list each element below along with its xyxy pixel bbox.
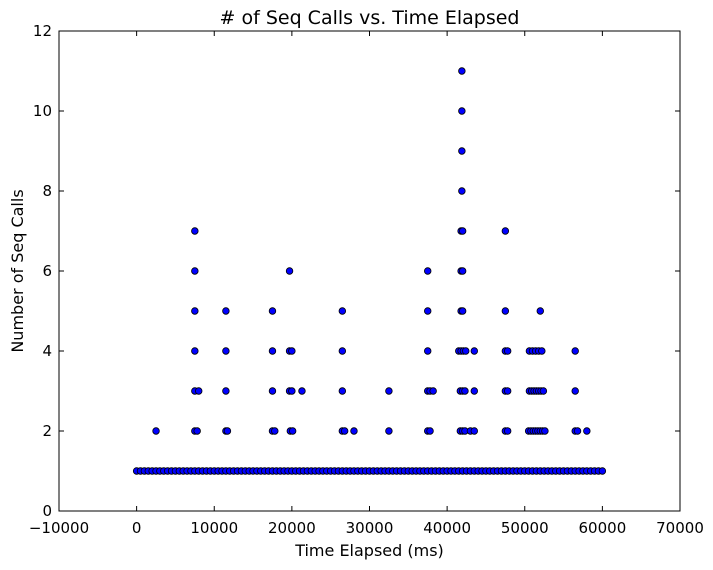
data-point <box>191 227 199 235</box>
data-point <box>350 427 358 435</box>
x-tick-label: 50000 <box>501 519 549 537</box>
data-point <box>195 387 203 395</box>
x-axis-label: Time Elapsed (ms) <box>294 541 444 560</box>
data-point <box>424 347 432 355</box>
data-point <box>583 427 591 435</box>
data-point <box>501 307 510 315</box>
data-point <box>338 307 347 315</box>
data-point <box>191 267 199 275</box>
data-point <box>340 427 349 435</box>
points-layer <box>132 67 607 475</box>
data-point <box>501 227 510 235</box>
data-point <box>288 347 296 355</box>
data-point <box>573 427 582 435</box>
data-point <box>458 187 466 195</box>
data-point <box>458 307 467 315</box>
data-point <box>429 387 437 395</box>
data-point <box>223 427 232 435</box>
data-point <box>298 387 306 395</box>
y-tick-label: 2 <box>42 422 52 440</box>
data-point <box>271 427 279 435</box>
data-point <box>385 387 393 395</box>
x-tick-label: 70000 <box>656 519 704 537</box>
y-axis-label: Number of Seq Calls <box>8 189 27 352</box>
x-tick-label: 0 <box>132 519 142 537</box>
data-point <box>338 347 347 355</box>
data-point <box>571 387 579 395</box>
x-tick-label: 20000 <box>268 519 316 537</box>
y-tick-label: 6 <box>42 262 52 280</box>
data-point <box>285 267 294 275</box>
y-tick-label: 12 <box>33 22 52 40</box>
data-point <box>222 387 230 395</box>
data-point <box>538 347 546 355</box>
data-point <box>541 427 549 435</box>
data-point <box>152 427 160 435</box>
x-tick-label: 60000 <box>579 519 627 537</box>
data-point <box>288 387 296 395</box>
data-point <box>503 347 512 355</box>
data-point <box>571 347 579 355</box>
x-tick-label: −10000 <box>29 519 89 537</box>
chart-title: # of Seq Calls vs. Time Elapsed <box>220 7 520 29</box>
data-point <box>458 147 466 155</box>
data-point <box>536 307 544 315</box>
data-point <box>458 67 466 75</box>
y-tick-label: 0 <box>42 502 52 520</box>
data-point <box>461 387 469 395</box>
data-point <box>539 387 548 395</box>
data-point <box>470 347 478 355</box>
data-point <box>598 467 607 475</box>
data-point <box>458 107 466 115</box>
data-point <box>193 427 201 435</box>
data-point <box>268 347 277 355</box>
data-point <box>458 267 467 275</box>
data-point <box>458 227 467 235</box>
data-point <box>503 387 512 395</box>
data-point <box>191 347 199 355</box>
x-tick-label: 40000 <box>423 519 471 537</box>
data-point <box>385 427 393 435</box>
data-point <box>462 347 470 355</box>
data-point <box>222 347 230 355</box>
x-tick-label: 30000 <box>346 519 394 537</box>
ticks-layer: −10000 0 10000 20000 30000 40000 50000 60000 700… <box>29 22 704 537</box>
x-tick-label: 10000 <box>190 519 238 537</box>
data-point <box>503 427 512 435</box>
data-point <box>424 267 432 275</box>
y-tick-label: 8 <box>42 182 52 200</box>
data-point <box>470 427 478 435</box>
data-point <box>288 427 297 435</box>
data-point <box>268 307 277 315</box>
data-point <box>222 307 230 315</box>
plot-frame <box>58 30 681 512</box>
y-tick-label: 10 <box>33 102 52 120</box>
data-point <box>268 387 277 395</box>
data-point <box>470 387 478 395</box>
data-point <box>191 307 199 315</box>
y-tick-label: 4 <box>42 342 52 360</box>
data-point <box>426 427 434 435</box>
data-point <box>338 387 347 395</box>
data-point <box>424 307 432 315</box>
